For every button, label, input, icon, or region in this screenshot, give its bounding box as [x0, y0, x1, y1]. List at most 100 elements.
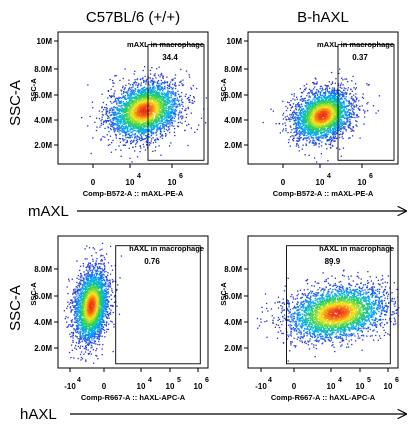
data-point	[353, 87, 355, 89]
data-point	[117, 105, 119, 107]
data-point	[293, 93, 295, 95]
data-point	[332, 139, 334, 141]
data-point	[180, 100, 182, 102]
data-point	[320, 100, 323, 102]
data-point	[153, 126, 156, 128]
data-point	[140, 135, 142, 137]
data-point	[149, 142, 151, 144]
data-point	[339, 118, 341, 120]
data-point	[297, 118, 299, 120]
data-point	[150, 117, 152, 119]
data-point	[163, 115, 165, 117]
data-point	[309, 122, 311, 124]
data-point	[338, 129, 340, 132]
data-point	[316, 106, 318, 108]
data-point	[150, 126, 152, 128]
data-point	[165, 133, 167, 135]
data-point	[114, 117, 116, 119]
data-point	[342, 95, 344, 97]
data-point	[87, 125, 89, 127]
data-point	[150, 105, 152, 107]
data-point	[92, 137, 94, 139]
data-point	[116, 130, 119, 132]
data-point	[140, 120, 142, 122]
data-point	[154, 75, 156, 77]
data-point	[153, 99, 155, 101]
data-point	[102, 109, 105, 111]
data-point	[141, 113, 144, 115]
data-point	[301, 117, 303, 119]
data-point	[327, 85, 329, 87]
data-point	[167, 123, 170, 125]
data-point	[139, 106, 141, 108]
data-point	[145, 123, 148, 125]
data-point	[339, 93, 341, 95]
data-point	[299, 88, 302, 90]
data-point	[134, 94, 136, 96]
data-point	[122, 92, 125, 94]
data-point	[132, 125, 134, 128]
data-point	[125, 104, 127, 106]
data-point	[154, 87, 156, 89]
data-point	[127, 115, 129, 117]
data-point	[122, 95, 124, 97]
data-point	[157, 88, 159, 90]
data-point	[152, 150, 154, 152]
data-point	[333, 127, 335, 129]
data-point	[118, 112, 120, 114]
data-point	[149, 115, 151, 117]
data-point	[162, 112, 164, 114]
data-point	[302, 131, 305, 133]
data-point	[113, 113, 115, 115]
data-point	[142, 91, 144, 93]
data-point	[167, 103, 169, 105]
data-point	[153, 107, 156, 109]
data-point	[115, 128, 117, 130]
data-point	[294, 131, 296, 133]
data-point	[126, 127, 128, 129]
data-point	[310, 126, 312, 128]
data-point	[335, 107, 337, 109]
data-point	[166, 114, 168, 116]
data-point	[129, 111, 132, 114]
data-point	[117, 118, 120, 120]
data-point	[136, 142, 138, 144]
data-point	[162, 122, 165, 124]
data-point	[139, 110, 141, 112]
data-point	[109, 108, 111, 110]
data-point	[170, 118, 172, 120]
data-point	[143, 114, 146, 117]
data-point	[146, 121, 148, 123]
data-point	[160, 128, 163, 130]
data-point	[285, 119, 288, 121]
data-point	[177, 105, 179, 107]
data-point	[166, 107, 168, 109]
data-point	[133, 73, 135, 75]
data-point	[155, 118, 158, 120]
data-point	[318, 136, 320, 138]
data-point	[313, 104, 315, 106]
data-point	[125, 84, 127, 86]
data-point	[173, 84, 176, 86]
data-point	[146, 105, 148, 107]
data-point	[130, 116, 132, 118]
data-point	[123, 105, 126, 107]
data-point	[112, 95, 114, 97]
data-point	[142, 104, 144, 106]
data-point	[180, 80, 182, 82]
data-point	[326, 89, 328, 91]
data-point	[122, 104, 124, 106]
data-point	[346, 108, 348, 110]
data-point	[315, 137, 317, 139]
data-point	[136, 105, 138, 107]
data-point	[321, 102, 323, 104]
data-point	[154, 104, 156, 106]
data-point	[159, 96, 161, 98]
data-point	[134, 134, 136, 136]
data-point	[124, 128, 127, 130]
data-point	[142, 103, 144, 105]
data-point	[320, 113, 322, 115]
data-point	[131, 105, 133, 107]
data-point	[147, 105, 150, 108]
data-point	[142, 114, 144, 116]
